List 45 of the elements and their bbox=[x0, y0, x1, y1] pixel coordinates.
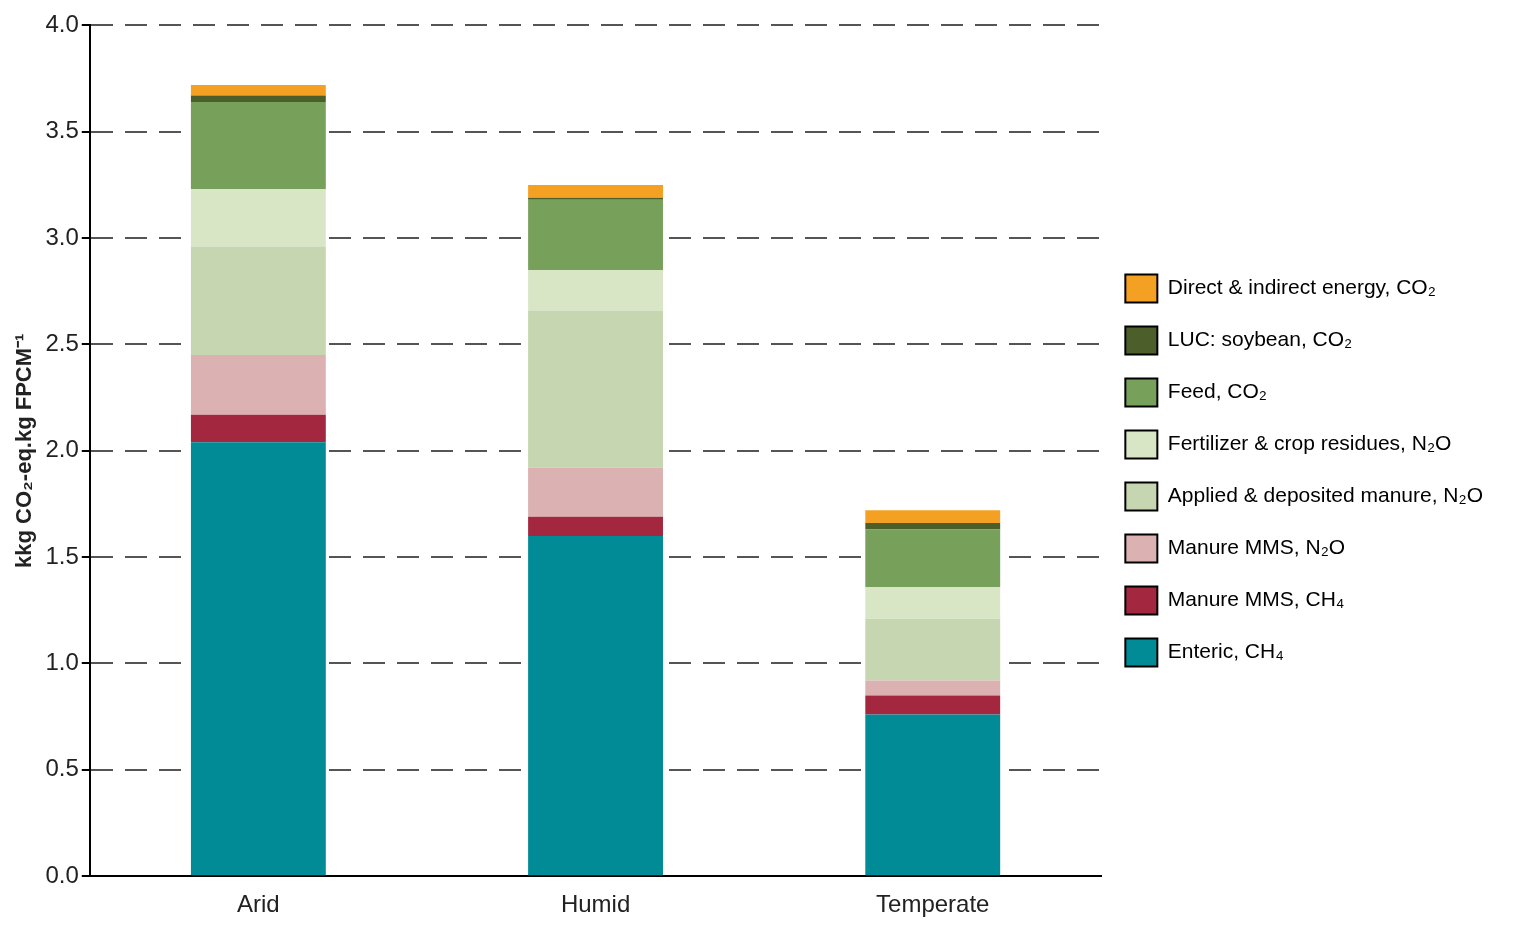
x-tick-label: Humid bbox=[560, 890, 631, 918]
bar bbox=[528, 310, 663, 468]
bar bbox=[190, 101, 326, 190]
y-tick-label: 3.5 bbox=[45, 116, 79, 144]
bar bbox=[528, 199, 663, 271]
x-tick-label: Temperate bbox=[876, 890, 990, 918]
y-tick-label: 4.0 bbox=[45, 10, 79, 38]
bar bbox=[865, 586, 1001, 619]
bar bbox=[528, 270, 663, 311]
legend-label: Direct & indirect energy, CO₂ bbox=[1167, 275, 1436, 299]
bar bbox=[865, 680, 1001, 696]
bar bbox=[865, 510, 1001, 524]
bar bbox=[190, 246, 326, 356]
y-axis-title: kkg CO₂-eq.kg FPCM⁻¹ bbox=[11, 333, 37, 568]
legend-label: Feed, CO₂ bbox=[1167, 379, 1268, 403]
bar bbox=[865, 523, 1001, 530]
legend-label: Fertilizer & crop residues, N₂O bbox=[1167, 431, 1452, 455]
bar bbox=[528, 467, 663, 517]
bar bbox=[528, 516, 663, 536]
bar bbox=[190, 355, 326, 415]
legend-label: Manure MMS, N₂O bbox=[1167, 535, 1346, 559]
bar bbox=[865, 618, 1001, 681]
bar bbox=[190, 442, 326, 876]
y-tick-label: 1.0 bbox=[45, 648, 79, 676]
bar bbox=[865, 529, 1001, 587]
y-tick-label: 0.0 bbox=[45, 860, 79, 888]
bar bbox=[865, 714, 1001, 876]
legend-label: Applied & deposited manure, N₂O bbox=[1167, 483, 1484, 507]
x-tick-label: Arid bbox=[237, 890, 280, 918]
legend-label: Enteric, CH₄ bbox=[1167, 639, 1284, 663]
y-tick-label: 0.5 bbox=[45, 754, 79, 782]
bar bbox=[190, 414, 326, 443]
bar bbox=[865, 695, 1001, 715]
y-tick-label: 1.5 bbox=[45, 541, 79, 569]
y-tick-label: 3.0 bbox=[45, 222, 79, 250]
bar bbox=[190, 95, 326, 102]
bar bbox=[528, 184, 663, 198]
bar bbox=[528, 535, 663, 876]
bar bbox=[190, 189, 326, 247]
y-tick-label: 2.5 bbox=[45, 329, 79, 357]
legend-label: LUC: soybean, CO₂ bbox=[1167, 327, 1353, 351]
bar bbox=[528, 197, 663, 200]
y-tick-label: 2.0 bbox=[45, 435, 79, 463]
bar bbox=[190, 84, 326, 96]
legend-label: Manure MMS, CH₄ bbox=[1167, 587, 1345, 611]
